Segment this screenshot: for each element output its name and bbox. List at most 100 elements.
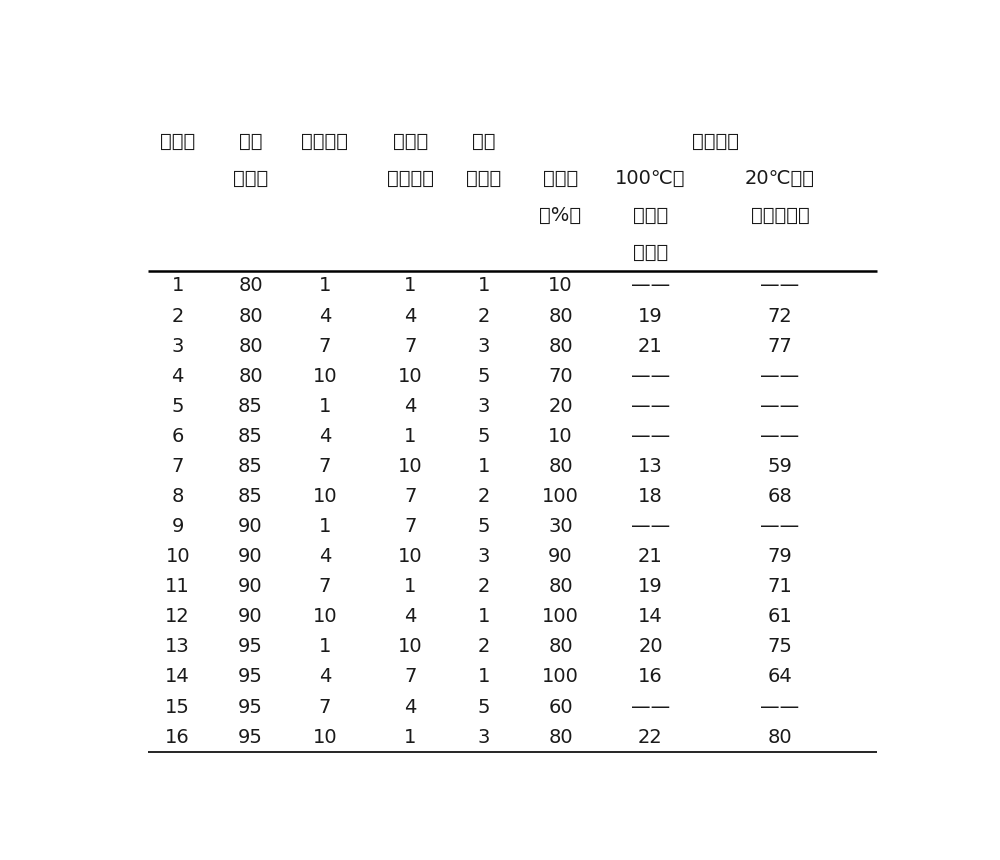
Text: 2: 2 <box>478 637 490 656</box>
Text: 10: 10 <box>548 427 573 445</box>
Text: 试验结果: 试验结果 <box>692 132 739 151</box>
Text: 64: 64 <box>768 667 792 686</box>
Text: 9: 9 <box>172 517 184 536</box>
Text: 1: 1 <box>319 396 331 415</box>
Text: 85: 85 <box>238 487 263 506</box>
Text: ——: —— <box>631 366 670 385</box>
Text: 解时间: 解时间 <box>633 206 668 225</box>
Text: 4: 4 <box>319 306 331 326</box>
Text: ——: —— <box>760 366 800 385</box>
Text: 10: 10 <box>398 547 423 566</box>
Text: 5: 5 <box>478 366 490 385</box>
Text: 1: 1 <box>404 577 416 596</box>
Text: 80: 80 <box>548 577 573 596</box>
Text: 1: 1 <box>404 276 416 296</box>
Text: 80: 80 <box>238 306 263 326</box>
Text: 4: 4 <box>404 306 416 326</box>
Text: 1: 1 <box>319 517 331 536</box>
Text: 1: 1 <box>478 667 490 686</box>
Text: 80: 80 <box>238 336 263 355</box>
Text: 15: 15 <box>165 697 190 716</box>
Text: 成型率: 成型率 <box>543 169 578 188</box>
Text: 淠粉: 淠粉 <box>472 132 496 151</box>
Text: ——: —— <box>631 427 670 445</box>
Text: 11: 11 <box>165 577 190 596</box>
Text: 75: 75 <box>767 637 792 656</box>
Text: 水（份）: 水（份） <box>301 132 348 151</box>
Text: 10: 10 <box>398 366 423 385</box>
Text: 10: 10 <box>313 487 337 506</box>
Text: 20℃溶解: 20℃溶解 <box>745 169 815 188</box>
Text: 2: 2 <box>478 306 490 326</box>
Text: 2: 2 <box>478 487 490 506</box>
Text: 90: 90 <box>238 547 263 566</box>
Text: 3: 3 <box>172 336 184 355</box>
Text: 食盐: 食盐 <box>239 132 262 151</box>
Text: 80: 80 <box>238 366 263 385</box>
Text: 80: 80 <box>768 728 792 746</box>
Text: 95: 95 <box>238 667 263 686</box>
Text: 21: 21 <box>638 547 663 566</box>
Text: ——: —— <box>760 427 800 445</box>
Text: 10: 10 <box>165 547 190 566</box>
Text: 80: 80 <box>548 457 573 476</box>
Text: 95: 95 <box>238 637 263 656</box>
Text: 2: 2 <box>172 306 184 326</box>
Text: 4: 4 <box>319 547 331 566</box>
Text: 90: 90 <box>238 607 263 626</box>
Text: 85: 85 <box>238 396 263 415</box>
Text: 100℃溶: 100℃溶 <box>615 169 686 188</box>
Text: 10: 10 <box>398 457 423 476</box>
Text: 77: 77 <box>768 336 792 355</box>
Text: 8: 8 <box>172 487 184 506</box>
Text: 1: 1 <box>478 276 490 296</box>
Text: ——: —— <box>631 276 670 296</box>
Text: 10: 10 <box>548 276 573 296</box>
Text: 95: 95 <box>238 728 263 746</box>
Text: 68: 68 <box>768 487 792 506</box>
Text: 7: 7 <box>319 577 331 596</box>
Text: （秒）: （秒） <box>633 243 668 262</box>
Text: 5: 5 <box>478 517 490 536</box>
Text: 21: 21 <box>638 336 663 355</box>
Text: 10: 10 <box>313 607 337 626</box>
Text: 7: 7 <box>319 336 331 355</box>
Text: 18: 18 <box>638 487 663 506</box>
Text: 90: 90 <box>238 577 263 596</box>
Text: 10: 10 <box>313 728 337 746</box>
Text: 5: 5 <box>478 697 490 716</box>
Text: ——: —— <box>760 517 800 536</box>
Text: 85: 85 <box>238 457 263 476</box>
Text: 饱和孤: 饱和孤 <box>393 132 428 151</box>
Text: 7: 7 <box>319 457 331 476</box>
Text: ——: —— <box>760 396 800 415</box>
Text: 72: 72 <box>768 306 792 326</box>
Text: 3: 3 <box>478 728 490 746</box>
Text: 4: 4 <box>404 697 416 716</box>
Text: 100: 100 <box>542 667 579 686</box>
Text: 95: 95 <box>238 697 263 716</box>
Text: （份）: （份） <box>233 169 268 188</box>
Text: 7: 7 <box>404 487 416 506</box>
Text: 80: 80 <box>238 276 263 296</box>
Text: 80: 80 <box>548 728 573 746</box>
Text: 7: 7 <box>172 457 184 476</box>
Text: 3: 3 <box>478 547 490 566</box>
Text: 22: 22 <box>638 728 663 746</box>
Text: 10: 10 <box>313 366 337 385</box>
Text: 70: 70 <box>548 366 573 385</box>
Text: 5: 5 <box>478 427 490 445</box>
Text: 90: 90 <box>238 517 263 536</box>
Text: 13: 13 <box>165 637 190 656</box>
Text: 2: 2 <box>478 577 490 596</box>
Text: 1: 1 <box>478 457 490 476</box>
Text: 71: 71 <box>768 577 792 596</box>
Text: 7: 7 <box>319 697 331 716</box>
Text: 4: 4 <box>404 607 416 626</box>
Text: ——: —— <box>631 697 670 716</box>
Text: 1: 1 <box>478 607 490 626</box>
Text: 16: 16 <box>165 728 190 746</box>
Text: 80: 80 <box>548 336 573 355</box>
Text: 5: 5 <box>171 396 184 415</box>
Text: 60: 60 <box>548 697 573 716</box>
